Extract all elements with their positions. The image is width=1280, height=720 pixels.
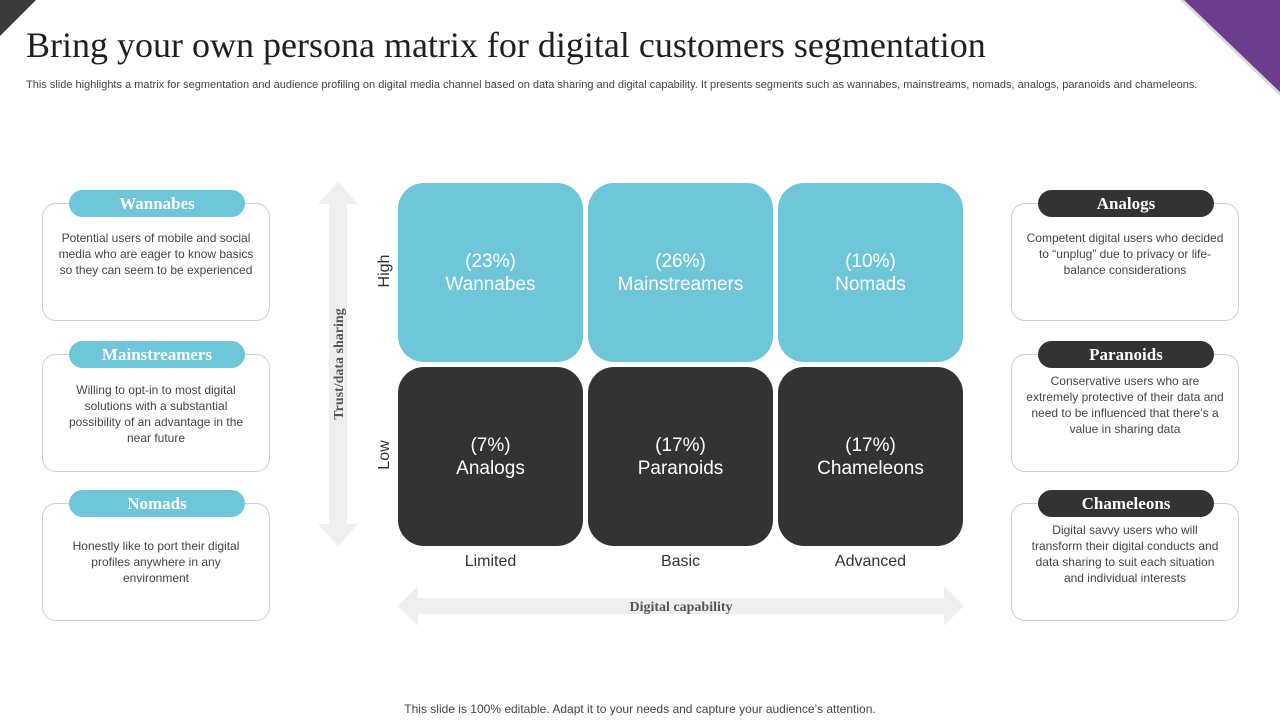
column-label-limited: Limited	[464, 553, 517, 570]
cell-percentage: (17%)	[845, 434, 896, 456]
card-description: Honestly like to port their digital prof…	[72, 539, 240, 585]
column-label-advanced: Advanced	[834, 553, 907, 570]
page-title: Bring your own persona matrix for digita…	[26, 25, 986, 65]
card-label: Analogs	[1038, 190, 1214, 217]
page-subtitle: This slide highlights a matrix for segme…	[26, 79, 1198, 91]
matrix-cell-paranoids: (17%) Paranoids	[588, 367, 773, 546]
cell-segment-name: Paranoids	[637, 457, 724, 479]
card-paranoids: Paranoids Conservative users who are ext…	[1011, 341, 1239, 472]
card-chameleons: Chameleons Digital savvy users who will …	[1011, 490, 1239, 621]
cell-segment-name: Analogs	[456, 457, 525, 479]
card-description: Willing to opt-in to most digital soluti…	[68, 383, 244, 445]
column-label-basic: Basic	[660, 553, 701, 570]
card-nomads: Nomads Honestly like to port their digit…	[42, 490, 270, 621]
cell-segment-name: Mainstreamers	[617, 273, 744, 295]
card-wannabes: Wannabes Potential users of mobile and s…	[42, 190, 270, 321]
matrix-cell-wannabes: (23%) Wannabes	[398, 183, 583, 362]
card-description: Digital savvy users who will transform t…	[1031, 523, 1219, 585]
matrix-cell-chameleons: (17%) Chameleons	[778, 367, 963, 546]
x-axis-label: Digital capability	[629, 600, 732, 615]
cell-percentage: (26%)	[655, 250, 706, 272]
matrix-cell-analogs: (7%) Analogs	[398, 367, 583, 546]
card-label: Paranoids	[1038, 341, 1214, 368]
cell-percentage: (7%)	[470, 434, 511, 456]
corner-decoration-left	[0, 0, 36, 36]
row-label-low: Low	[376, 440, 393, 470]
x-axis-arrow: Digital capability	[398, 586, 964, 626]
cell-segment-name: Nomads	[835, 273, 906, 295]
cell-percentage: (10%)	[845, 250, 896, 272]
row-label-high: High	[376, 254, 393, 288]
matrix-cell-nomads: (10%) Nomads	[778, 183, 963, 362]
corner-decoration-right	[1180, 0, 1280, 96]
cell-percentage: (23%)	[465, 250, 516, 272]
cell-segment-name: Wannabes	[445, 273, 536, 295]
card-label: Mainstreamers	[69, 341, 245, 368]
card-label: Wannabes	[69, 190, 245, 217]
cell-segment-name: Chameleons	[817, 457, 924, 479]
card-description: Competent digital users who decided to “…	[1026, 231, 1224, 277]
y-axis-label: Trust/data sharing	[332, 308, 347, 419]
card-label: Chameleons	[1038, 490, 1214, 517]
matrix-cell-mainstreamers: (26%) Mainstreamers	[588, 183, 773, 362]
footer-note: This slide is 100% editable. Adapt it to…	[404, 702, 876, 716]
card-label: Nomads	[69, 490, 245, 517]
card-analogs: Analogs Competent digital users who deci…	[1011, 190, 1239, 321]
card-description: Conservative users who are extremely pro…	[1026, 374, 1224, 436]
y-axis-arrow: Trust/data sharing	[318, 182, 358, 546]
card-mainstreamers: Mainstreamers Willing to opt-in to most …	[42, 341, 270, 472]
card-description: Potential users of mobile and social med…	[58, 231, 254, 277]
cell-percentage: (17%)	[655, 434, 706, 456]
